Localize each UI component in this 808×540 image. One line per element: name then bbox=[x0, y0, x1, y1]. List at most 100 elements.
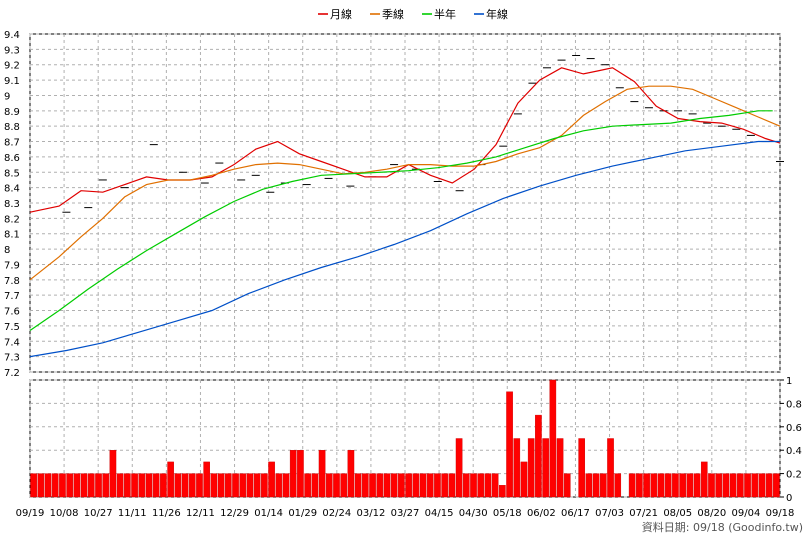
volume-bar bbox=[419, 473, 427, 498]
volume-bar bbox=[369, 473, 376, 498]
x-tick-label: 02/24 bbox=[322, 508, 351, 519]
x-tick-label: 10/27 bbox=[84, 508, 113, 519]
x-tick-label: 12/11 bbox=[186, 508, 215, 519]
price-tick-label: 7.5 bbox=[4, 322, 20, 333]
volume-bar bbox=[758, 473, 766, 498]
x-tick-label: 01/29 bbox=[288, 508, 317, 519]
price-tick-label: 8.9 bbox=[4, 107, 20, 118]
volume-bar bbox=[340, 473, 348, 498]
volume-bar bbox=[246, 473, 254, 498]
volume-bar bbox=[80, 473, 88, 498]
price-tick-label: 8.4 bbox=[4, 184, 20, 195]
volume-tick-label: 0 bbox=[786, 493, 792, 504]
price-tick-label: 9.3 bbox=[4, 45, 20, 56]
volume-bar bbox=[152, 473, 160, 498]
x-tick-label: 09/18 bbox=[766, 508, 795, 519]
volume-bar bbox=[700, 461, 708, 498]
volume-bar bbox=[657, 473, 665, 498]
price-tick-label: 9.1 bbox=[4, 76, 20, 87]
volume-bar bbox=[686, 473, 694, 498]
x-tick-label: 09/19 bbox=[16, 508, 45, 519]
price-tick-label: 8.5 bbox=[4, 168, 20, 179]
price-tick-label: 7.7 bbox=[4, 291, 20, 302]
volume-bar bbox=[203, 461, 210, 498]
volume-bar bbox=[174, 473, 182, 498]
volume-bar bbox=[592, 473, 600, 498]
volume-bar bbox=[722, 473, 730, 498]
volume-bar bbox=[275, 473, 283, 498]
volume-bar bbox=[282, 473, 290, 498]
x-tick-label: 10/08 bbox=[50, 508, 79, 519]
volume-bar bbox=[650, 473, 658, 498]
x-tick-label: 04/30 bbox=[459, 508, 488, 519]
volume-bar bbox=[491, 473, 499, 498]
volume-bar bbox=[549, 379, 557, 498]
volume-bar bbox=[513, 438, 521, 498]
volume-bar bbox=[145, 473, 153, 498]
volume-bar bbox=[66, 473, 73, 498]
x-tick-label: 09/04 bbox=[731, 508, 760, 519]
volume-bar bbox=[643, 473, 650, 498]
volume-bar bbox=[527, 438, 535, 498]
volume-bar bbox=[693, 473, 701, 498]
volume-bar bbox=[268, 461, 275, 498]
volume-bar bbox=[225, 473, 232, 498]
price-tick-label: 7.8 bbox=[4, 276, 20, 287]
volume-bar bbox=[398, 473, 405, 498]
volume-bar bbox=[73, 473, 81, 498]
volume-bar bbox=[297, 450, 304, 498]
price-tick-label: 9.2 bbox=[4, 61, 20, 72]
volume-bar bbox=[556, 438, 564, 498]
price-tick-label: 8.2 bbox=[4, 214, 20, 225]
price-tick-label: 8.6 bbox=[4, 153, 20, 164]
volume-bar bbox=[737, 473, 744, 498]
volume-bar bbox=[232, 473, 239, 498]
volume-bar bbox=[347, 450, 355, 498]
volume-bar bbox=[506, 391, 513, 498]
volume-bar bbox=[744, 473, 751, 498]
volume-bar bbox=[715, 473, 723, 498]
volume-bar bbox=[729, 473, 737, 498]
volume-bar bbox=[51, 473, 59, 498]
volume-bar bbox=[520, 461, 528, 498]
x-tick-label: 03/12 bbox=[356, 508, 385, 519]
legend-entry: 月線 bbox=[330, 7, 352, 21]
volume-bar bbox=[477, 473, 485, 498]
volume-bar bbox=[470, 473, 477, 498]
volume-bar bbox=[585, 473, 593, 498]
volume-bar bbox=[484, 473, 492, 498]
volume-bar bbox=[102, 473, 110, 498]
legend-entry: 季線 bbox=[382, 7, 404, 21]
x-tick-label: 11/11 bbox=[118, 508, 147, 519]
volume-bar bbox=[765, 473, 773, 498]
price-tick-label: 8 bbox=[4, 245, 10, 256]
volume-bar bbox=[325, 473, 333, 498]
volume-bar bbox=[109, 450, 117, 498]
x-tick-label: 07/21 bbox=[629, 508, 658, 519]
volume-tick-label: 1 bbox=[786, 376, 792, 387]
series-line-年線 bbox=[29, 140, 780, 358]
footer-date-source: 資料日期: 09/18 (Goodinfo.tw) bbox=[642, 520, 803, 534]
volume-bar bbox=[210, 473, 218, 498]
x-tick-label: 08/20 bbox=[697, 508, 726, 519]
legend-entry: 年線 bbox=[486, 7, 508, 21]
volume-bar bbox=[289, 450, 297, 498]
price-tick-label: 8.1 bbox=[4, 230, 20, 241]
price-tick-label: 7.4 bbox=[4, 337, 20, 348]
volume-bar bbox=[412, 473, 420, 498]
volume-bar bbox=[708, 473, 715, 498]
volume-bar bbox=[672, 473, 679, 498]
volume-bar bbox=[578, 438, 585, 498]
volume-bar bbox=[362, 473, 369, 498]
x-tick-label: 06/17 bbox=[561, 508, 590, 519]
volume-bar bbox=[376, 473, 384, 498]
volume-bar bbox=[160, 473, 167, 498]
x-tick-label: 01/14 bbox=[254, 508, 283, 519]
x-tick-label: 11/26 bbox=[152, 508, 181, 519]
x-tick-label: 04/15 bbox=[425, 508, 454, 519]
volume-bar bbox=[455, 438, 463, 498]
volume-bar bbox=[563, 473, 571, 498]
volume-tick-label: 0.6 bbox=[786, 423, 802, 434]
series-line-季線 bbox=[29, 85, 781, 281]
volume-bar bbox=[383, 473, 391, 498]
